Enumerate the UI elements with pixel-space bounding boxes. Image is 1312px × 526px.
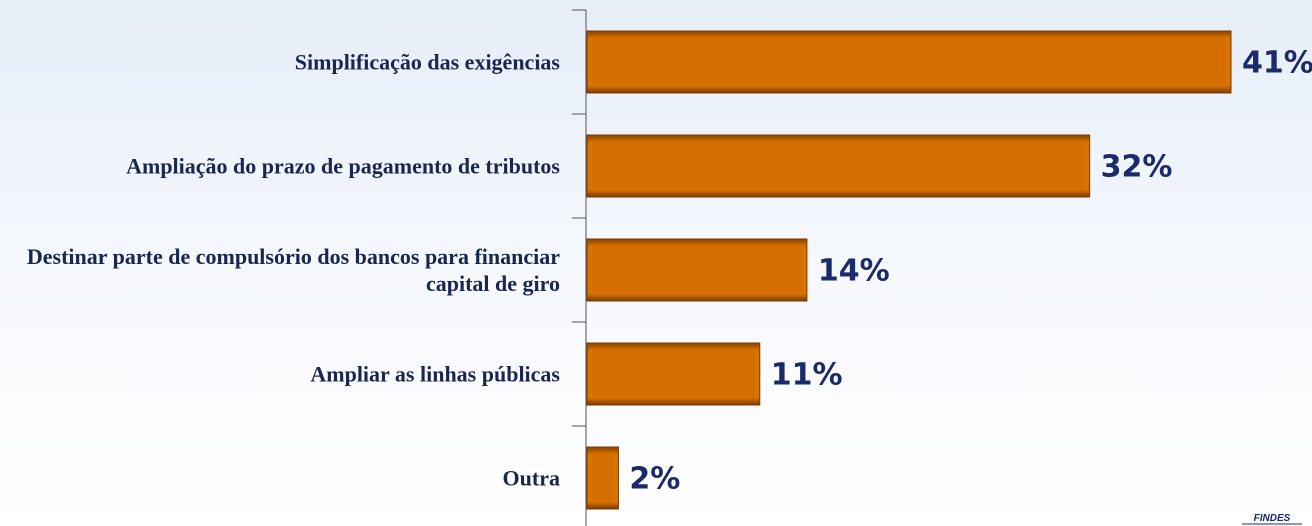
bar-face [592,37,1226,87]
bar-face [592,349,755,399]
bar-face [592,245,802,295]
value-label: 32% [1101,150,1173,185]
bar-face [592,453,614,503]
category-label: Ampliar as linhas públicas [310,361,560,387]
value-label: 14% [818,254,890,289]
bar-face [592,141,1085,191]
value-label: 2% [629,462,680,497]
category-label: Destinar parte de compulsório dos bancos… [26,244,560,296]
category-label: Ampliação do prazo de pagamento de tribu… [126,153,560,179]
logo: FINDES [1254,513,1291,524]
value-label: 11% [771,358,843,393]
category-label: Simplificação das exigências [294,49,560,75]
category-label: Outra [502,465,560,491]
value-label: 41% [1242,46,1312,81]
